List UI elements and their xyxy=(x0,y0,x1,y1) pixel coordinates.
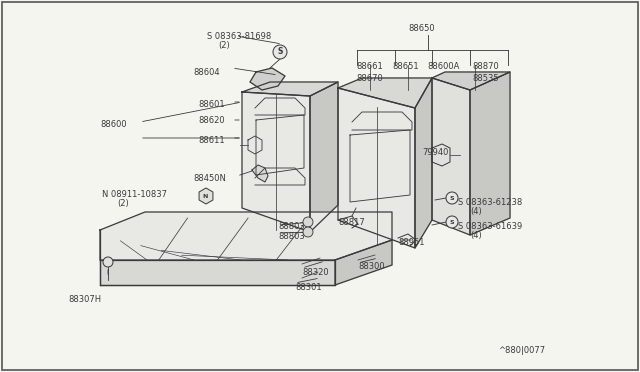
Polygon shape xyxy=(242,82,338,96)
Polygon shape xyxy=(338,78,432,108)
Text: S 08363-61238: S 08363-61238 xyxy=(458,198,522,207)
Circle shape xyxy=(446,216,458,228)
Polygon shape xyxy=(432,72,510,90)
Circle shape xyxy=(103,257,113,267)
Text: ^880|0077: ^880|0077 xyxy=(498,346,545,355)
Circle shape xyxy=(273,45,287,59)
Text: S 08363-61639: S 08363-61639 xyxy=(458,222,522,231)
Text: 88604: 88604 xyxy=(193,68,220,77)
Text: 88450N: 88450N xyxy=(193,174,226,183)
Circle shape xyxy=(303,227,313,237)
Text: 88307H: 88307H xyxy=(68,295,101,304)
Polygon shape xyxy=(252,165,268,182)
Text: 79940: 79940 xyxy=(422,148,449,157)
Polygon shape xyxy=(242,92,310,232)
Text: 88670: 88670 xyxy=(356,74,383,83)
Text: 88611: 88611 xyxy=(198,136,225,145)
Text: 88600A: 88600A xyxy=(427,62,460,71)
Circle shape xyxy=(303,217,313,227)
Polygon shape xyxy=(250,68,285,90)
Text: (2): (2) xyxy=(117,199,129,208)
Text: 88651: 88651 xyxy=(392,62,419,71)
Text: 88650: 88650 xyxy=(408,24,435,33)
Text: S: S xyxy=(277,47,282,56)
Text: N: N xyxy=(202,194,207,199)
Polygon shape xyxy=(100,260,335,285)
Text: 88803: 88803 xyxy=(278,232,305,241)
Polygon shape xyxy=(100,212,392,260)
Circle shape xyxy=(446,192,458,204)
Text: (4): (4) xyxy=(470,231,482,240)
Text: 88300: 88300 xyxy=(358,262,385,271)
Text: 88320: 88320 xyxy=(302,268,328,277)
Polygon shape xyxy=(199,188,213,204)
Text: 88661: 88661 xyxy=(356,62,383,71)
Text: 88301: 88301 xyxy=(295,283,322,292)
Text: 88535: 88535 xyxy=(472,74,499,83)
Polygon shape xyxy=(470,72,510,235)
Text: 88600: 88600 xyxy=(100,120,127,129)
Text: 88951: 88951 xyxy=(398,238,424,247)
Text: S: S xyxy=(449,220,454,225)
Text: 88601: 88601 xyxy=(198,100,225,109)
Text: (2): (2) xyxy=(218,41,230,50)
Polygon shape xyxy=(310,82,338,232)
Text: 88817: 88817 xyxy=(338,218,365,227)
Text: 88870: 88870 xyxy=(472,62,499,71)
Text: N 08911-10837: N 08911-10837 xyxy=(102,190,167,199)
Text: 88620: 88620 xyxy=(198,116,225,125)
Text: S 08363-81698: S 08363-81698 xyxy=(207,32,271,41)
Polygon shape xyxy=(432,78,470,235)
Text: S: S xyxy=(449,196,454,201)
Polygon shape xyxy=(338,88,415,248)
Polygon shape xyxy=(415,78,432,248)
Text: 88803: 88803 xyxy=(278,222,305,231)
Polygon shape xyxy=(335,240,392,285)
Text: (4): (4) xyxy=(470,207,482,216)
